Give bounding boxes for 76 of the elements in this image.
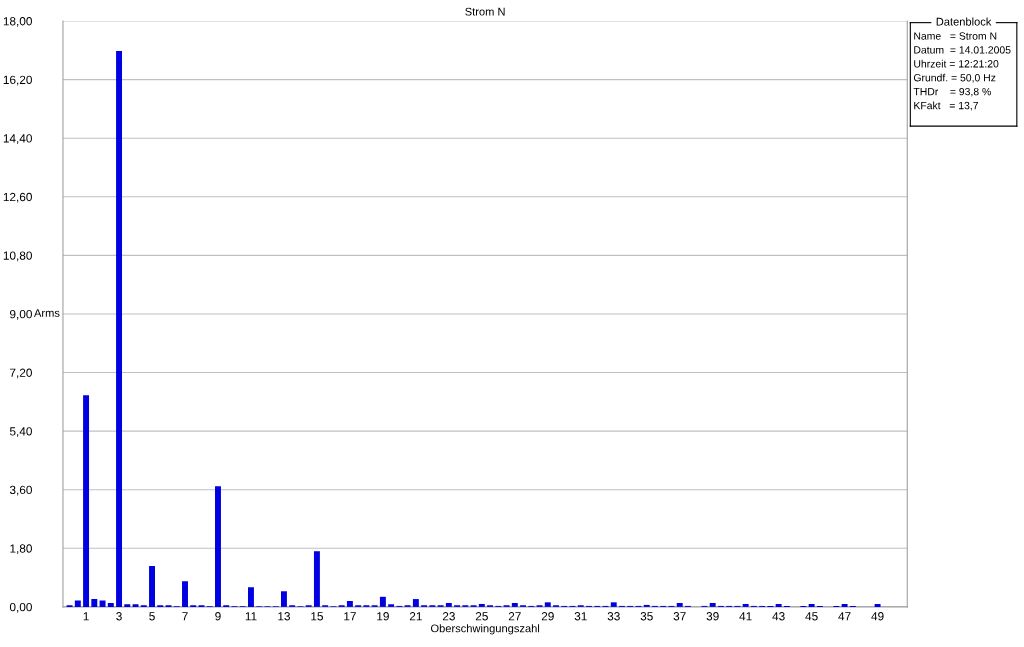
bar [74, 600, 81, 607]
bar [544, 602, 551, 607]
x-tick-label: 15 [311, 612, 323, 621]
y-tick-label: 7,20 [10, 368, 32, 379]
bar [116, 50, 123, 607]
y-tick-label: 18,00 [3, 17, 32, 27]
bar [280, 591, 287, 607]
bar [132, 604, 139, 607]
text: THDr = 93,8 % [913, 87, 991, 97]
y-tick-label: 12,60 [3, 192, 32, 203]
bar [445, 602, 452, 607]
chart-title: Strom N [465, 7, 505, 16]
x-tick-label: 11 [245, 612, 257, 621]
x-axis-title: Oberschwingungszahl [430, 624, 540, 635]
bar [610, 602, 617, 607]
y-axis-title: Arms [34, 309, 60, 317]
y-tick-label: 16,20 [3, 75, 32, 86]
bar [841, 603, 848, 607]
bar [709, 602, 716, 607]
bar [247, 587, 254, 607]
text: Name = Strom N [914, 32, 997, 40]
bar [379, 596, 386, 607]
bar [676, 602, 683, 607]
x-tick-label: 7 [182, 612, 188, 621]
x-tick-label: 47 [838, 612, 851, 621]
bar [388, 604, 395, 607]
x-tick-label: 43 [772, 612, 785, 621]
x-tick-label: 25 [475, 612, 488, 621]
bar [478, 603, 485, 607]
bar [313, 551, 320, 607]
x-tick-label: 35 [640, 612, 653, 621]
x-tick-label: 23 [442, 612, 455, 621]
bar [742, 603, 749, 607]
x-tick-label: 3 [116, 612, 122, 621]
text: Grundf. = 50,0 Hz [913, 73, 996, 83]
x-tick-label: 5 [149, 612, 155, 621]
bar [412, 599, 419, 607]
y-tick-label: 9,00 [10, 309, 32, 320]
x-tick-label: 17 [344, 612, 356, 621]
bar [808, 603, 815, 607]
legend-title: Datenblock [936, 17, 992, 26]
x-tick-label: 21 [409, 612, 422, 621]
bar [124, 604, 131, 607]
x-tick-label: 37 [673, 612, 686, 621]
bar [874, 603, 881, 607]
bar [91, 599, 98, 607]
x-tick-label: 49 [871, 612, 884, 621]
x-tick-label: 45 [805, 612, 818, 621]
x-tick-label: 29 [541, 612, 554, 621]
x-tick-label: 27 [508, 612, 521, 621]
x-tick-label: 39 [706, 612, 719, 621]
y-tick-label: 3,60 [9, 485, 32, 496]
x-tick-label: 19 [377, 612, 389, 621]
text: KFakt = 13,7 [914, 101, 979, 111]
y-tick-label: 10,80 [3, 251, 32, 262]
bar [149, 565, 155, 607]
text: Uhrzeit = 12:21:20 [914, 59, 999, 68]
bar [83, 395, 90, 607]
y-tick-label: 1,80 [10, 544, 32, 555]
x-tick-label: 33 [607, 612, 620, 621]
x-tick-label: 13 [278, 612, 290, 621]
x-tick-label: 31 [574, 612, 587, 621]
x-tick-label: 9 [215, 612, 221, 621]
bar [99, 600, 106, 607]
x-tick-label: 41 [739, 612, 752, 621]
bar [511, 602, 518, 607]
bar [775, 603, 782, 607]
x-tick-label: 1 [83, 612, 89, 621]
bar [182, 581, 188, 607]
bar [107, 602, 114, 607]
bar [215, 486, 221, 607]
y-tick-label: 0,00 [9, 602, 32, 613]
y-tick-label: 5,40 [9, 427, 32, 437]
bar [346, 601, 353, 607]
y-tick-label: 14,40 [3, 134, 32, 144]
text: Datum = 14.01.2005 [914, 46, 1011, 54]
